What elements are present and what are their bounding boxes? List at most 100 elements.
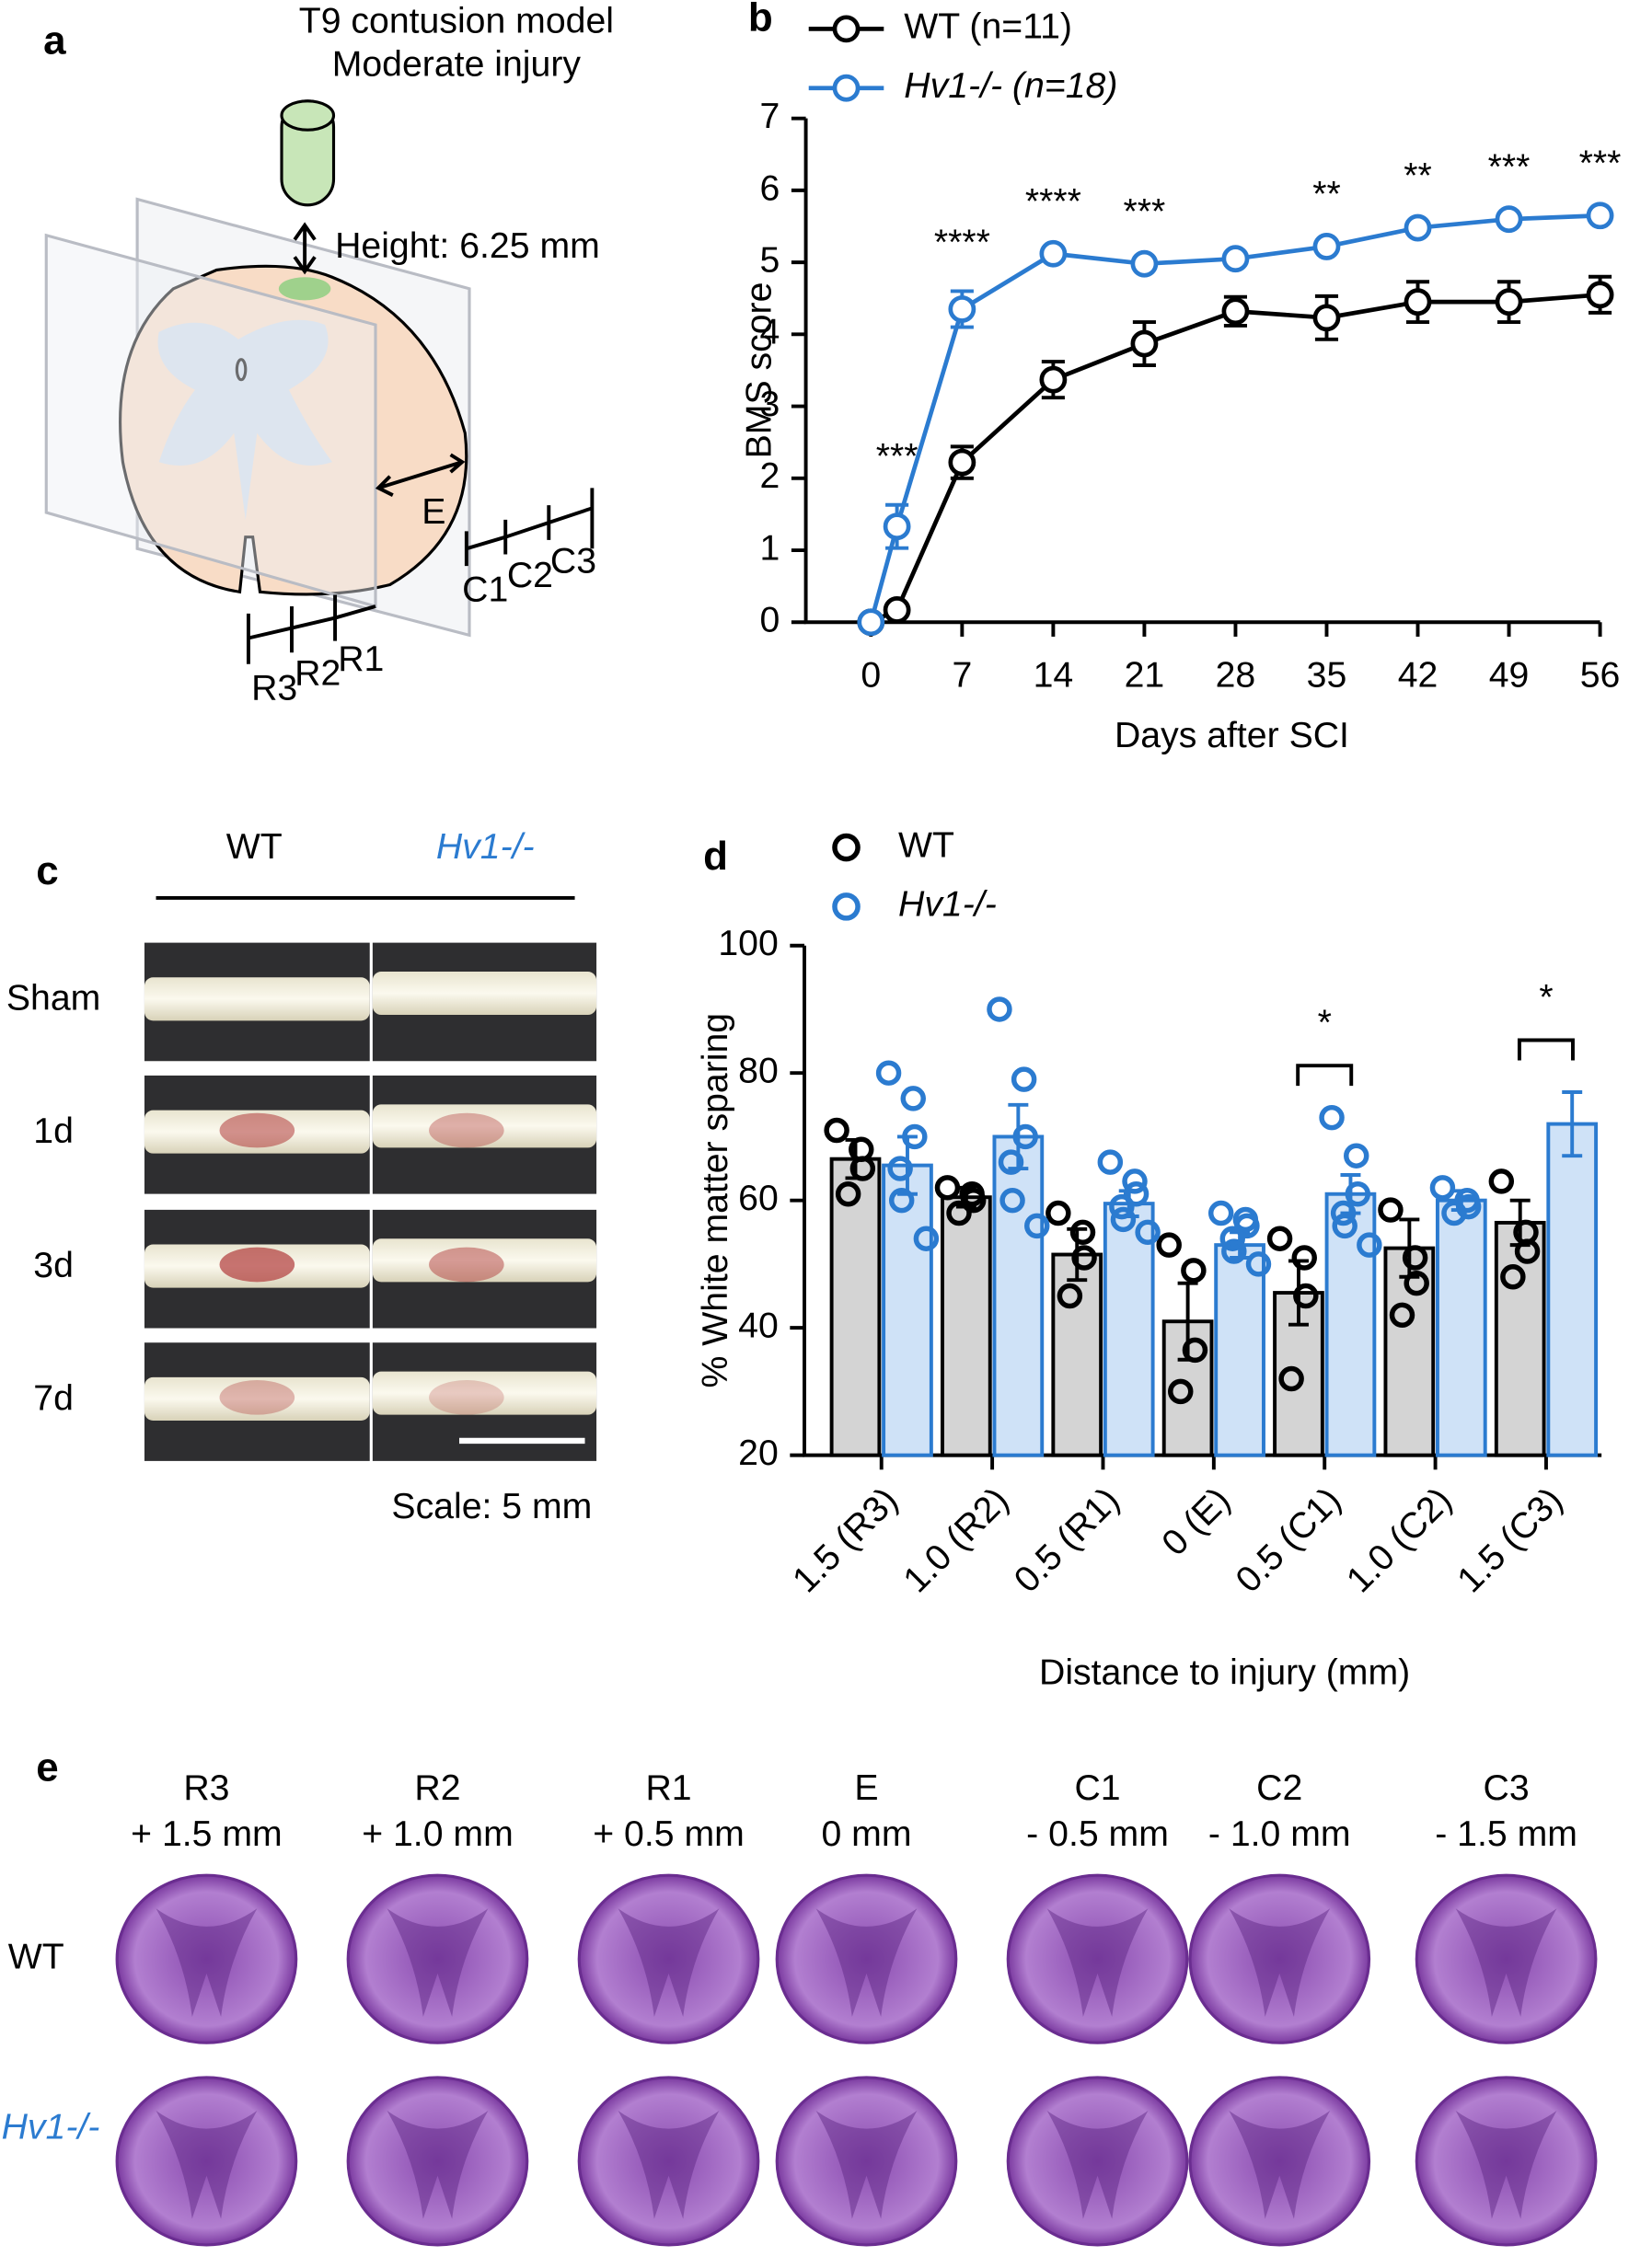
cord bbox=[144, 1376, 370, 1421]
lesion bbox=[429, 1112, 504, 1148]
y-tick-label: 7 bbox=[760, 96, 780, 136]
row-label: 7d bbox=[33, 1377, 74, 1418]
lesion bbox=[219, 1247, 295, 1283]
bracket bbox=[1517, 1038, 1575, 1061]
lesion bbox=[219, 1112, 295, 1148]
significance: ** bbox=[1312, 174, 1341, 214]
row-label: 1d bbox=[33, 1111, 74, 1151]
data-point bbox=[946, 1200, 972, 1226]
data-point bbox=[1389, 1302, 1415, 1329]
significance: * bbox=[1539, 977, 1553, 1018]
caudal-label: C2 bbox=[507, 555, 553, 595]
column-distance: + 1.5 mm bbox=[131, 1813, 283, 1854]
legend-label: WT (n=11) bbox=[904, 6, 1072, 47]
legend-label: WT bbox=[898, 824, 954, 865]
x-tick-label: 56 bbox=[1580, 654, 1621, 695]
grey-matter bbox=[156, 1908, 258, 2017]
data-point bbox=[1330, 1200, 1357, 1226]
x-tick-label: 1.5 (C3) bbox=[1450, 1479, 1570, 1600]
section bbox=[1415, 1873, 1598, 2044]
y-tick-label: 0 bbox=[760, 600, 780, 640]
grey-matter bbox=[1046, 2110, 1149, 2219]
point bbox=[1130, 249, 1159, 278]
x-tick-label: 7 bbox=[952, 654, 972, 695]
column-distance: 0 mm bbox=[821, 1813, 911, 1854]
grey-matter bbox=[1229, 1908, 1331, 2017]
x-tick-label: 28 bbox=[1216, 654, 1256, 695]
title: Moderate injury bbox=[332, 44, 582, 85]
data-point bbox=[1344, 1143, 1369, 1169]
center-label: E bbox=[422, 491, 445, 532]
data-point bbox=[1500, 1264, 1526, 1290]
x-tick-label: 0 (E) bbox=[1154, 1479, 1238, 1563]
data-point bbox=[1266, 1226, 1293, 1251]
data-point bbox=[1135, 1219, 1161, 1246]
data-point bbox=[900, 1086, 926, 1111]
section bbox=[1415, 2076, 1598, 2247]
point bbox=[1221, 245, 1250, 273]
data-point bbox=[913, 1226, 940, 1251]
data-point bbox=[1181, 1258, 1207, 1284]
data-point bbox=[1168, 1378, 1194, 1405]
legend-marker bbox=[832, 833, 861, 862]
x-tick-label: 21 bbox=[1125, 654, 1165, 695]
arrow bbox=[293, 222, 317, 275]
bar bbox=[941, 1195, 992, 1457]
data-point bbox=[1488, 1169, 1515, 1194]
column-name: C1 bbox=[1074, 1767, 1120, 1808]
x-tick-label: 0 bbox=[861, 654, 881, 695]
point bbox=[883, 512, 911, 541]
x-tick-label: 42 bbox=[1398, 654, 1438, 695]
data-point bbox=[1319, 1104, 1345, 1131]
caudal-label: C1 bbox=[462, 570, 508, 610]
point bbox=[948, 448, 976, 477]
panel-label: d bbox=[703, 834, 728, 879]
cord bbox=[372, 1238, 597, 1283]
panel-label: e bbox=[36, 1744, 58, 1790]
grey-matter bbox=[815, 1908, 918, 2017]
data-point bbox=[1245, 1251, 1272, 1277]
data-point bbox=[1097, 1149, 1124, 1175]
section bbox=[115, 1873, 298, 2044]
lesion bbox=[429, 1247, 504, 1283]
point bbox=[1586, 281, 1614, 309]
point bbox=[857, 608, 885, 637]
y-tick-label: 1 bbox=[760, 527, 780, 568]
data-point bbox=[998, 1149, 1024, 1175]
y-axis-label: % White matter sparing bbox=[695, 1013, 735, 1388]
point bbox=[1312, 304, 1341, 332]
bar bbox=[1546, 1122, 1599, 1457]
x-tick-label: 14 bbox=[1034, 654, 1074, 695]
point bbox=[1130, 329, 1159, 358]
lesion bbox=[219, 1380, 295, 1415]
y-tick-label: 3 bbox=[760, 384, 780, 424]
data-point bbox=[1429, 1175, 1456, 1201]
point bbox=[1221, 297, 1250, 326]
section bbox=[577, 1873, 760, 2044]
grey-matter bbox=[1455, 1908, 1557, 2017]
data-point bbox=[1234, 1213, 1260, 1239]
column-distance: - 0.5 mm bbox=[1026, 1813, 1169, 1854]
data-point bbox=[875, 1060, 902, 1086]
panel-e: e R3 + 1.5 mm R2 + 1.0 mm R1 + 0.5 mm E 0 mm C1 -… bbox=[2, 1744, 1598, 2247]
scale-label: Scale: 5 mm bbox=[391, 1486, 592, 1526]
column-name: C3 bbox=[1484, 1767, 1530, 1808]
grey-matter bbox=[1046, 1908, 1149, 2017]
x-tick-label: 35 bbox=[1307, 654, 1347, 695]
rostral-marks bbox=[246, 594, 376, 664]
data-point bbox=[1011, 1066, 1037, 1092]
data-point bbox=[1357, 1232, 1382, 1258]
caudal-marks bbox=[464, 488, 595, 567]
section bbox=[775, 2076, 958, 2247]
data-point bbox=[1332, 1213, 1358, 1239]
bar bbox=[1103, 1202, 1155, 1457]
grey-matter bbox=[387, 1908, 489, 2017]
grey-matter bbox=[618, 2110, 720, 2219]
significance: *** bbox=[1579, 144, 1622, 184]
point bbox=[1495, 288, 1523, 317]
column-distance: + 1.0 mm bbox=[362, 1813, 514, 1854]
data-point bbox=[1293, 1283, 1319, 1309]
section bbox=[1188, 2076, 1371, 2247]
data-point bbox=[1219, 1226, 1245, 1251]
